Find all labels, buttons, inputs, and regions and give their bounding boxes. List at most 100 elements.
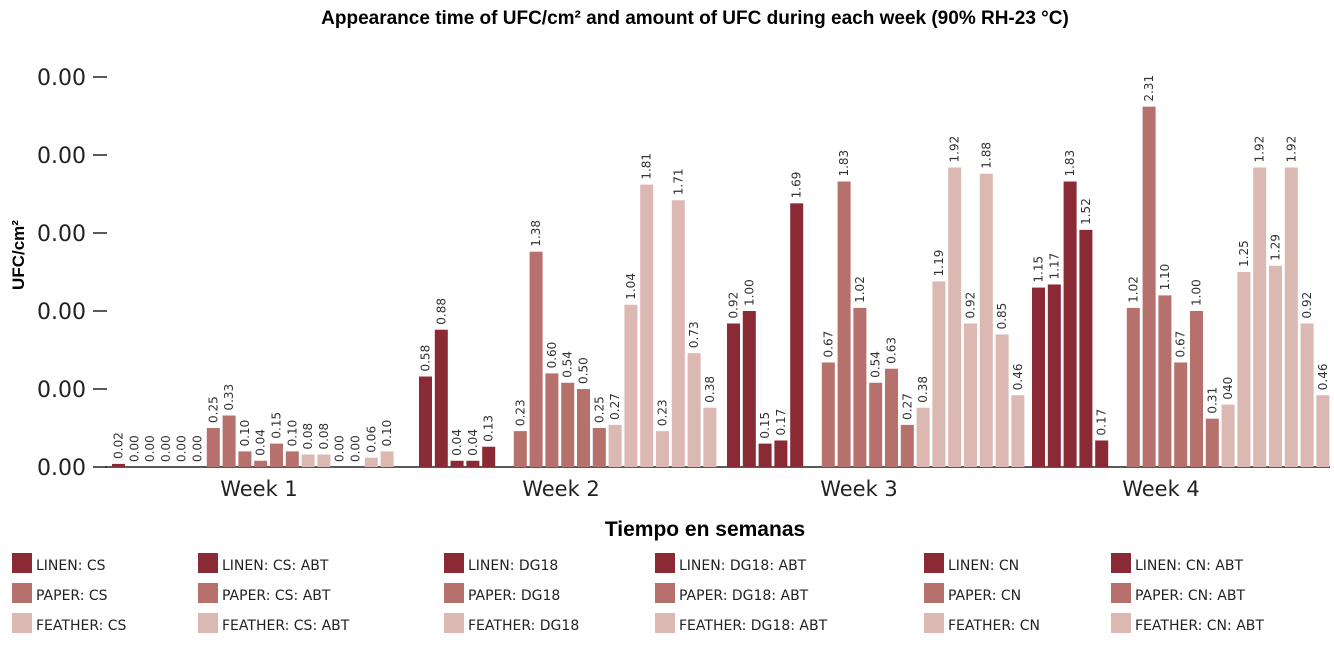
legend-swatch <box>655 583 675 603</box>
legend-swatch <box>1111 613 1131 633</box>
data-label: 0.15 <box>270 412 284 439</box>
data-label: 0.58 <box>419 345 433 372</box>
data-label: 0.06 <box>364 426 378 453</box>
bar <box>821 362 835 467</box>
data-label: 0.67 <box>1174 331 1188 358</box>
bar <box>727 323 740 467</box>
bar <box>624 304 638 467</box>
bar <box>1205 418 1219 467</box>
legend-label: FEATHER: CS <box>36 618 127 634</box>
legend-swatch <box>924 553 944 573</box>
data-label: 1.02 <box>853 276 867 303</box>
data-label: 0.31 <box>1205 387 1219 414</box>
legend-swatch <box>12 613 32 633</box>
data-label: 1.19 <box>932 250 946 277</box>
data-label: 0.54 <box>869 351 883 378</box>
bar <box>995 334 1009 467</box>
bar <box>1316 395 1330 467</box>
bar <box>1253 167 1267 468</box>
bar <box>254 460 268 467</box>
bar <box>1047 284 1061 467</box>
data-label: 0.13 <box>482 415 496 442</box>
x-axis-label: Tiempo en semanas <box>605 518 805 541</box>
bar <box>1032 287 1045 467</box>
data-label: 0.04 <box>466 429 480 456</box>
legend-label: PAPER: CS: ABT <box>222 588 331 604</box>
legend-swatch <box>924 583 944 603</box>
data-label: 1.92 <box>1253 136 1267 163</box>
data-label: 1.81 <box>640 153 654 180</box>
data-label: 1.29 <box>1269 234 1283 261</box>
bar <box>1284 167 1298 468</box>
data-label: 1.10 <box>1158 264 1172 291</box>
y-axis-label: UFC/cm² <box>9 220 28 290</box>
legend-label: FEATHER: DG18: ABT <box>679 618 828 634</box>
legend-label: PAPER: CS <box>36 588 108 604</box>
data-label: 0.38 <box>916 376 930 403</box>
data-label: 1.17 <box>1047 253 1061 280</box>
data-label: 0.73 <box>687 321 701 348</box>
legend-swatch <box>12 553 32 573</box>
data-label: 0.10 <box>285 420 299 447</box>
data-label: 0.25 <box>592 396 606 423</box>
bar <box>285 451 299 467</box>
legend-label: FEATHER: CN <box>948 618 1040 634</box>
bars: 0.02 0.00 0.00 0.00 0.00 0.000.25 0.330.10 0.04… <box>112 75 1330 468</box>
category-label: Week 3 <box>820 477 898 501</box>
bar <box>482 446 496 467</box>
legend-swatch <box>444 553 464 573</box>
bar <box>434 329 448 467</box>
legend-label: PAPER: CN <box>948 588 1021 604</box>
chart-title: Appearance time of UFC/cm² and amount of… <box>321 8 1069 29</box>
data-label: 0.50 <box>577 357 591 384</box>
data-label: 0.25 <box>206 396 220 423</box>
bar <box>948 167 962 468</box>
legend-swatch <box>12 583 32 603</box>
bar <box>964 323 977 467</box>
legend-label: LINEN: DG18 <box>468 558 558 574</box>
data-label: 0.17 <box>774 409 788 436</box>
data-label: 1.69 <box>790 172 804 199</box>
bar <box>1095 440 1109 467</box>
bar <box>317 454 331 467</box>
bar <box>837 181 851 467</box>
bar <box>869 382 883 467</box>
data-label: 0.00 <box>143 435 157 462</box>
data-label: 1.52 <box>1079 198 1093 225</box>
y-tick-label: 0.00 <box>37 144 86 169</box>
category-label: Week 1 <box>220 477 298 501</box>
data-label: 1.25 <box>1237 240 1251 267</box>
legend-swatch <box>198 613 218 633</box>
data-label: 0.85 <box>995 303 1009 330</box>
legend-label: PAPER: DG18: ABT <box>679 588 809 604</box>
bar <box>238 451 252 467</box>
legend-label: LINEN: CS <box>36 558 106 574</box>
data-label: 1.00 <box>1190 279 1204 306</box>
y-tick-label: 0.00 <box>37 378 86 403</box>
data-label: 0.33 <box>222 384 236 411</box>
bar <box>529 251 543 467</box>
data-label: 0.27 <box>900 393 914 420</box>
bar <box>545 373 559 467</box>
legend-swatch <box>655 553 675 573</box>
legend-swatch <box>1111 553 1131 573</box>
bar <box>419 376 432 467</box>
bar <box>608 424 622 467</box>
data-label: 0.23 <box>656 399 670 426</box>
bar <box>270 443 283 467</box>
data-label: 0.00 <box>191 435 205 462</box>
legend-label: LINEN: CN: ABT <box>1135 558 1243 574</box>
bar <box>1300 323 1314 467</box>
legend-label: PAPER: DG18 <box>468 588 560 604</box>
bar <box>1011 395 1025 467</box>
y-tick-label: 0.00 <box>37 222 86 247</box>
bar <box>774 440 788 467</box>
data-label: 0.08 <box>301 423 315 450</box>
legend-label: FEATHER: CN: ABT <box>1135 618 1264 634</box>
legend-label: PAPER: CN: ABT <box>1135 588 1245 604</box>
y-tick-label: 0.00 <box>37 300 86 325</box>
bar <box>1126 307 1140 467</box>
data-label: 0.04 <box>254 429 268 456</box>
data-label: 1.71 <box>671 169 685 196</box>
bar <box>703 407 717 467</box>
